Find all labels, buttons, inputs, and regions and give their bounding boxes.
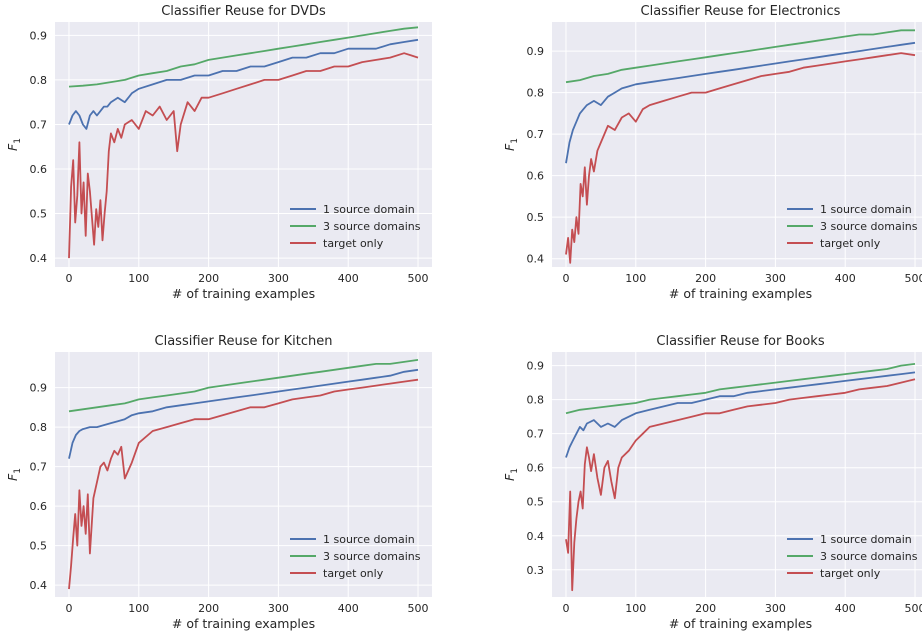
chart-panel-0: 0 100 200 300 400 500 0.4 0.5 0.6 0.7 0.8 0.9 Classi… [5,4,432,301]
x-axis-label: # of training examples [669,616,812,631]
plot-area [55,22,432,267]
x-tick-label: 500 [905,602,922,615]
series-line-2 [565,52,916,264]
y-tick-label: 0.8 [30,421,48,434]
series-line-1 [565,363,916,415]
y-tick-label: 0.9 [30,382,48,395]
y-tick-label: 0.4 [527,253,545,266]
x-tick-label: 200 [695,602,716,615]
x-tick-label: 400 [835,602,856,615]
series-line-1 [565,29,915,84]
legend-label: 1 source domain [820,203,912,216]
y-tick-label: 0.9 [30,29,48,42]
chart-title: Classifier Reuse for DVDs [161,4,326,19]
y-tick-label: 0.6 [30,500,48,513]
y-tick-label: 0.7 [30,461,48,474]
x-tick-label: 200 [198,272,219,285]
series-line-2 [68,378,419,590]
y-axis-label: F1 [5,468,23,481]
x-tick-label: 300 [765,602,786,615]
x-tick-label: 100 [625,602,646,615]
series-line-0 [68,368,419,459]
legend-label: target only [323,237,384,250]
series-line-1 [68,359,419,413]
y-tick-label: 0.6 [527,462,545,475]
series-line-0 [565,371,916,458]
x-tick-label: 0 [562,272,569,285]
y-tick-label: 0.7 [527,128,545,141]
y-tick-label: 0.4 [527,530,545,543]
series-line-2 [68,52,419,259]
x-tick-label: 0 [65,602,72,615]
chart-title: Classifier Reuse for Kitchen [155,334,333,349]
x-axis-label: # of training examples [172,616,315,631]
legend-label: 3 source domains [820,550,918,563]
legend-label: target only [820,567,881,580]
x-tick-label: 0 [562,602,569,615]
x-tick-label: 200 [198,602,219,615]
legend-label: 1 source domain [323,533,415,546]
x-tick-label: 100 [128,602,149,615]
legend-label: 1 source domain [820,533,912,546]
chart-title: Classifier Reuse for Books [656,334,824,349]
x-tick-label: 400 [338,272,359,285]
plot-area [552,22,922,267]
legend-label: 3 source domains [323,220,421,233]
series-line-0 [68,38,419,130]
plot-area [55,352,432,597]
x-tick-label: 100 [128,272,149,285]
y-axis-label: F1 [502,138,520,151]
chart-title: Classifier Reuse for Electronics [641,4,841,19]
y-tick-label: 0.5 [30,208,48,221]
series-line-0 [565,41,916,164]
y-tick-label: 0.4 [30,252,48,265]
x-tick-label: 500 [408,272,429,285]
x-tick-label: 100 [625,272,646,285]
legend-label: 3 source domains [820,220,918,233]
y-axis-label: F1 [5,138,23,151]
y-tick-label: 0.8 [527,394,545,407]
x-axis-label: # of training examples [669,286,812,301]
x-axis-label: # of training examples [172,286,315,301]
y-tick-label: 0.7 [30,118,48,131]
y-tick-label: 0.6 [527,170,545,183]
y-tick-label: 0.5 [527,496,545,509]
chart-panel-2: 0 100 200 300 400 500 0.4 0.5 0.6 0.7 0.8 0.9 Classi… [5,334,432,631]
legend-label: target only [323,567,384,580]
y-tick-label: 0.4 [30,579,48,592]
x-tick-label: 400 [338,602,359,615]
series-line-2 [565,378,916,592]
legend-label: 1 source domain [323,203,415,216]
y-tick-label: 0.5 [527,211,545,224]
y-tick-label: 0.9 [527,360,545,373]
x-tick-label: 300 [765,272,786,285]
x-tick-label: 200 [695,272,716,285]
y-tick-label: 0.8 [30,74,48,87]
chart-panel-1: 0 100 200 300 400 500 0.4 0.5 0.6 0.7 0.8 0.9 Classi… [502,4,922,301]
y-tick-label: 0.5 [30,540,48,553]
x-tick-label: 300 [268,272,289,285]
y-tick-label: 0.8 [527,87,545,100]
legend-label: 3 source domains [323,550,421,563]
plot-area [552,352,922,597]
x-tick-label: 500 [905,272,922,285]
y-tick-label: 0.6 [30,163,48,176]
y-axis-label: F1 [502,468,520,481]
chart-panel-3: 0 100 200 300 400 500 0.3 0.4 0.5 0.6 0.7 0.8 0.9 Cla… [502,334,922,631]
series-line-1 [68,26,419,88]
x-tick-label: 300 [268,602,289,615]
y-tick-label: 0.7 [527,428,545,441]
y-tick-label: 0.3 [527,564,545,577]
legend-label: target only [820,237,881,250]
x-tick-label: 500 [408,602,429,615]
x-tick-label: 0 [65,272,72,285]
y-tick-label: 0.9 [527,45,545,58]
x-tick-label: 400 [835,272,856,285]
